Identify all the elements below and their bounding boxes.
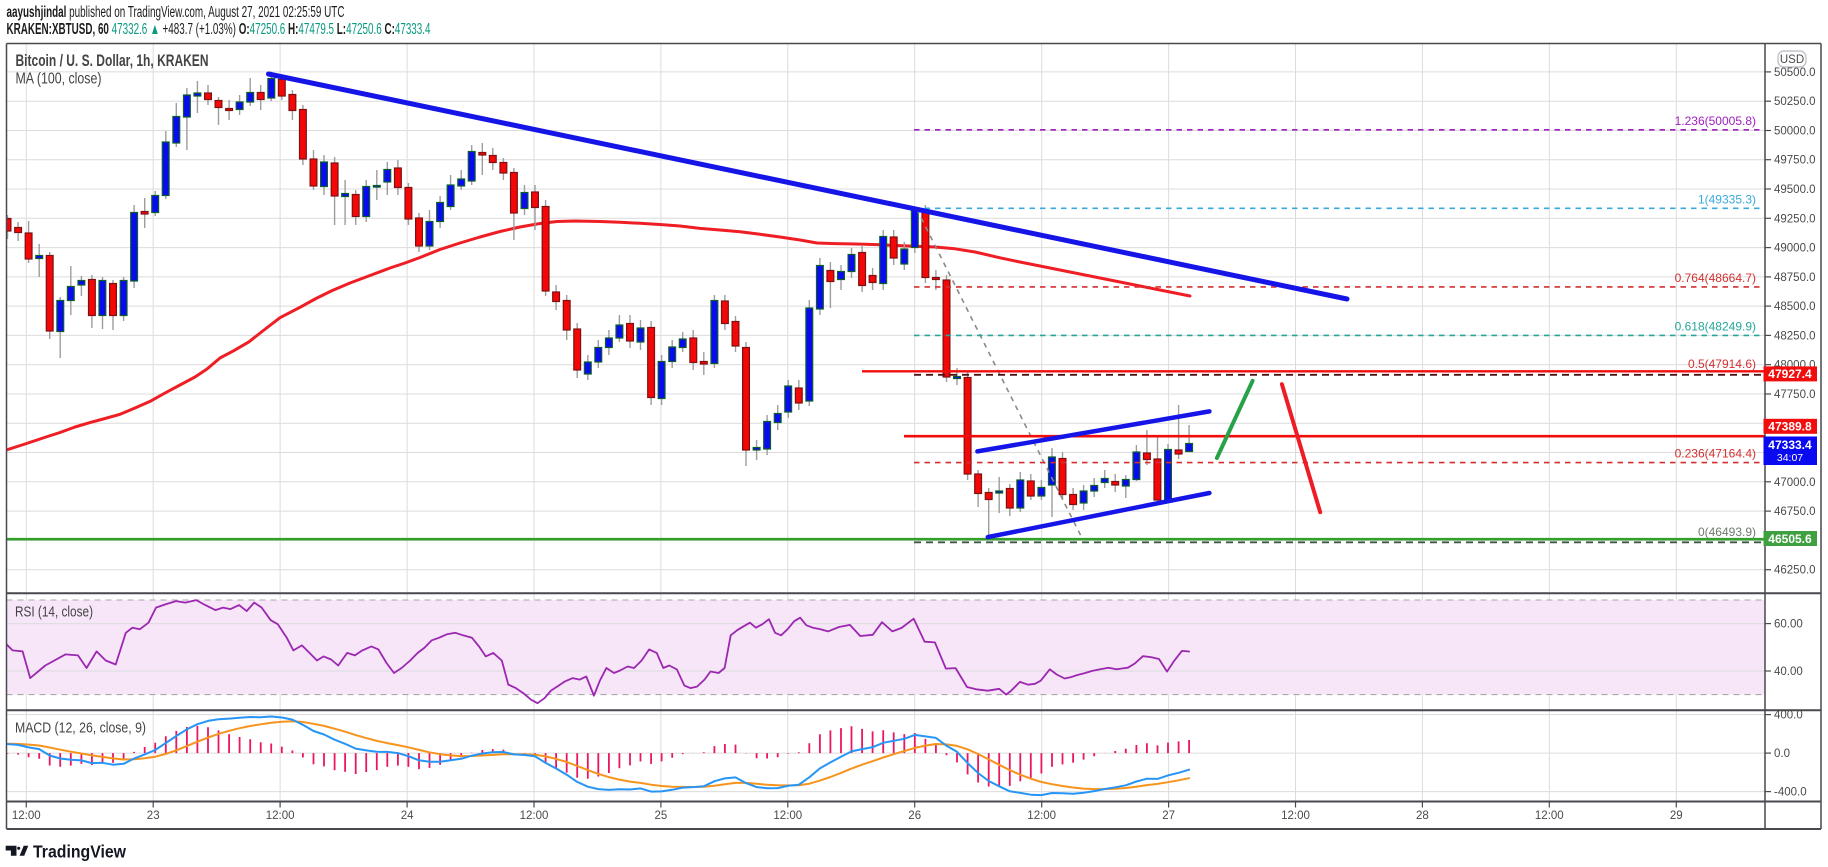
svg-text:0.236(47164.4): 0.236(47164.4) bbox=[1675, 447, 1756, 461]
svg-text:50000.0: 50000.0 bbox=[1774, 126, 1816, 138]
svg-text:1(49335.3): 1(49335.3) bbox=[1698, 192, 1756, 206]
svg-text:48750.0: 48750.0 bbox=[1774, 272, 1816, 284]
svg-text:0.0: 0.0 bbox=[1774, 748, 1790, 760]
svg-text:47389.8: 47389.8 bbox=[1768, 420, 1812, 434]
svg-text:47927.4: 47927.4 bbox=[1768, 367, 1812, 381]
svg-text:50500.0: 50500.0 bbox=[1774, 67, 1816, 79]
svg-text:RSI (14, close): RSI (14, close) bbox=[15, 604, 93, 621]
svg-text:0.5(47914.6): 0.5(47914.6) bbox=[1688, 357, 1756, 371]
svg-text:0.764(48664.7): 0.764(48664.7) bbox=[1675, 271, 1756, 285]
svg-text:49000.0: 49000.0 bbox=[1774, 243, 1816, 255]
svg-text:12:00: 12:00 bbox=[12, 810, 41, 822]
svg-text:47750.0: 47750.0 bbox=[1774, 389, 1816, 401]
svg-text:12:00: 12:00 bbox=[1535, 810, 1564, 822]
svg-text:27: 27 bbox=[1162, 810, 1175, 822]
svg-text:48250.0: 48250.0 bbox=[1774, 330, 1816, 342]
svg-text:60.00: 60.00 bbox=[1774, 619, 1803, 631]
svg-text:Bitcoin / U. S. Dollar, 1h, KR: Bitcoin / U. S. Dollar, 1h, KRAKEN bbox=[16, 51, 209, 70]
svg-text:12:00: 12:00 bbox=[773, 810, 802, 822]
svg-text:23: 23 bbox=[147, 810, 160, 822]
svg-text:50250.0: 50250.0 bbox=[1774, 96, 1816, 108]
svg-text:400.0: 400.0 bbox=[1774, 710, 1803, 722]
svg-text:12:00: 12:00 bbox=[520, 810, 549, 822]
svg-text:MACD (12, 26, close, 9): MACD (12, 26, close, 9) bbox=[15, 720, 146, 737]
svg-text:12:00: 12:00 bbox=[1281, 810, 1310, 822]
svg-text:48500.0: 48500.0 bbox=[1774, 301, 1816, 313]
svg-text:MA (100, close): MA (100, close) bbox=[16, 71, 102, 88]
svg-text:12:00: 12:00 bbox=[266, 810, 295, 822]
svg-text:0.618(48249.9): 0.618(48249.9) bbox=[1675, 319, 1756, 333]
svg-text:34:07: 34:07 bbox=[1777, 452, 1803, 464]
svg-text:49750.0: 49750.0 bbox=[1774, 155, 1816, 167]
svg-text:28: 28 bbox=[1416, 810, 1429, 822]
svg-text:46250.0: 46250.0 bbox=[1774, 565, 1816, 577]
svg-text:40.00: 40.00 bbox=[1774, 666, 1803, 678]
svg-text:29: 29 bbox=[1670, 810, 1683, 822]
svg-text:24: 24 bbox=[401, 810, 414, 822]
svg-text:46750.0: 46750.0 bbox=[1774, 506, 1816, 518]
svg-text:47000.0: 47000.0 bbox=[1774, 477, 1816, 489]
svg-text:26: 26 bbox=[908, 810, 921, 822]
svg-text:KRAKEN:XBTUSD, 60 47332.6 ▲ +4: KRAKEN:XBTUSD, 60 47332.6 ▲ +483.7 (+1.0… bbox=[7, 21, 431, 38]
svg-text:1.236(50005.8): 1.236(50005.8) bbox=[1675, 114, 1756, 128]
svg-text:aayushjindal published on Trad: aayushjindal published on TradingView.co… bbox=[7, 4, 345, 21]
svg-text:46505.6: 46505.6 bbox=[1768, 532, 1812, 546]
svg-text:47333.4: 47333.4 bbox=[1768, 438, 1812, 452]
svg-text:12:00: 12:00 bbox=[1027, 810, 1056, 822]
svg-text:TradingView: TradingView bbox=[33, 842, 126, 862]
svg-text:25: 25 bbox=[655, 810, 668, 822]
svg-text:USD: USD bbox=[1780, 54, 1804, 66]
svg-text:49250.0: 49250.0 bbox=[1774, 213, 1816, 225]
svg-text:-400.0: -400.0 bbox=[1774, 787, 1807, 799]
svg-text:49500.0: 49500.0 bbox=[1774, 184, 1816, 196]
svg-text:0(46493.9): 0(46493.9) bbox=[1698, 525, 1756, 539]
